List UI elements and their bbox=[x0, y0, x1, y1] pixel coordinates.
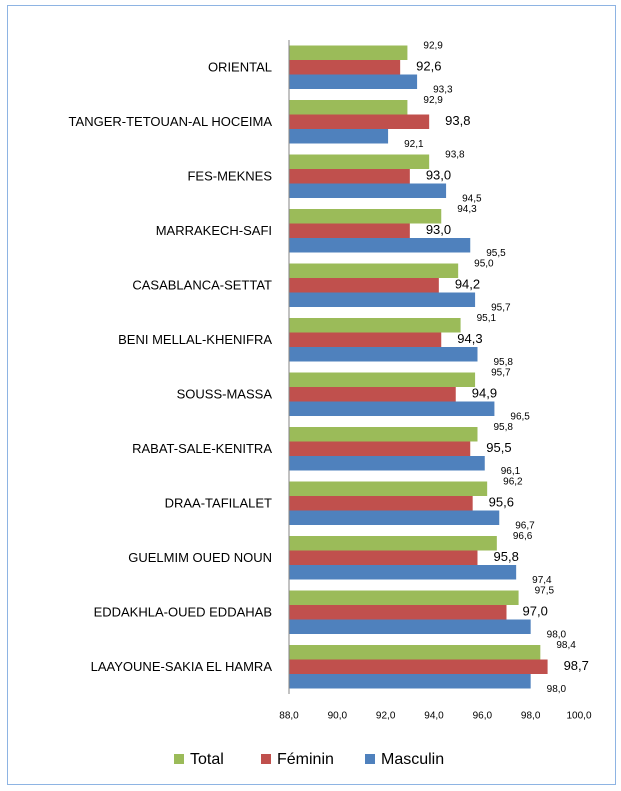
category-label: FES-MEKNES bbox=[187, 169, 272, 184]
data-label: 98,0 bbox=[547, 629, 567, 640]
bar bbox=[289, 565, 517, 580]
bar bbox=[289, 659, 548, 674]
bar bbox=[289, 209, 442, 224]
category-label: RABAT-SALE-KENITRA bbox=[132, 441, 272, 456]
category-label: DRAA-TAFILALET bbox=[165, 496, 272, 511]
data-label: 95,7 bbox=[491, 367, 511, 378]
data-label: 95,7 bbox=[491, 302, 511, 313]
data-label: 93,0 bbox=[426, 168, 451, 183]
category-label: ORIENTAL bbox=[208, 60, 272, 75]
bar bbox=[289, 74, 418, 89]
data-label: 97,5 bbox=[535, 585, 555, 596]
data-label: 96,1 bbox=[501, 466, 521, 477]
data-label: 93,3 bbox=[433, 84, 453, 95]
data-label: 94,5 bbox=[462, 193, 482, 204]
data-label: 94,3 bbox=[457, 331, 482, 346]
legend-swatch bbox=[365, 754, 375, 764]
data-label: 96,7 bbox=[515, 520, 535, 531]
bar bbox=[289, 238, 471, 253]
bar bbox=[289, 590, 519, 605]
bar bbox=[289, 292, 476, 307]
bar bbox=[289, 169, 410, 184]
category-label: EDDAKHLA-OUED EDDAHAB bbox=[94, 605, 272, 620]
bar bbox=[289, 154, 430, 169]
category-label: CASABLANCA-SETTAT bbox=[132, 278, 272, 293]
bar bbox=[289, 401, 495, 416]
data-label: 98,0 bbox=[547, 684, 567, 695]
x-tick-label: 90,0 bbox=[328, 711, 348, 722]
bar bbox=[289, 60, 401, 75]
data-label: 98,7 bbox=[564, 658, 589, 673]
bar bbox=[289, 510, 500, 525]
bar bbox=[289, 100, 408, 115]
data-label: 95,6 bbox=[489, 495, 514, 510]
legend-label: Féminin bbox=[277, 751, 334, 768]
bar bbox=[289, 45, 408, 60]
data-label: 92,9 bbox=[423, 95, 443, 106]
bar bbox=[289, 114, 430, 129]
bar bbox=[289, 129, 389, 144]
bar bbox=[289, 536, 497, 551]
data-label: 95,5 bbox=[486, 248, 506, 259]
legend-label: Masculin bbox=[381, 751, 444, 768]
x-tick-label: 100,0 bbox=[566, 711, 591, 722]
bar bbox=[289, 387, 456, 402]
bar bbox=[289, 332, 442, 347]
data-label: 96,2 bbox=[503, 476, 523, 487]
bar bbox=[289, 481, 488, 496]
category-label: GUELMIM OUED NOUN bbox=[128, 550, 272, 565]
data-label: 92,6 bbox=[416, 59, 441, 74]
bar bbox=[289, 223, 410, 238]
bar bbox=[289, 496, 473, 511]
data-label: 97,0 bbox=[523, 604, 548, 619]
legend-swatch bbox=[174, 754, 184, 764]
data-label: 92,9 bbox=[423, 40, 443, 51]
data-label: 93,8 bbox=[445, 149, 465, 160]
data-label: 95,8 bbox=[494, 357, 514, 368]
bar bbox=[289, 674, 531, 689]
bar bbox=[289, 456, 485, 471]
bar bbox=[289, 318, 461, 333]
x-tick-label: 96,0 bbox=[473, 711, 493, 722]
bar bbox=[289, 645, 541, 660]
data-label: 94,9 bbox=[472, 386, 497, 401]
data-label: 95,1 bbox=[477, 313, 497, 324]
category-label: SOUSS-MASSA bbox=[177, 387, 273, 402]
data-label: 98,4 bbox=[556, 640, 576, 651]
data-label: 95,8 bbox=[494, 549, 519, 564]
data-label: 96,5 bbox=[510, 411, 530, 422]
category-label: MARRAKECH-SAFI bbox=[156, 223, 272, 238]
bar bbox=[289, 263, 459, 278]
category-label: LAAYOUNE-SAKIA EL HAMRA bbox=[91, 659, 273, 674]
data-label: 94,3 bbox=[457, 204, 477, 215]
data-label: 93,8 bbox=[445, 113, 470, 128]
data-label: 95,8 bbox=[494, 422, 514, 433]
x-tick-label: 98,0 bbox=[521, 711, 541, 722]
bar bbox=[289, 441, 471, 456]
x-tick-label: 88,0 bbox=[279, 711, 299, 722]
bar bbox=[289, 372, 476, 387]
legend-swatch bbox=[261, 754, 271, 764]
data-label: 92,1 bbox=[404, 139, 424, 150]
data-label: 93,0 bbox=[426, 222, 451, 237]
bar bbox=[289, 347, 478, 362]
bar bbox=[289, 550, 478, 565]
data-label: 97,4 bbox=[532, 575, 552, 586]
x-tick-label: 94,0 bbox=[424, 711, 444, 722]
bar bbox=[289, 605, 507, 620]
data-label: 95,0 bbox=[474, 258, 494, 269]
legend-label: Total bbox=[190, 751, 224, 768]
bar bbox=[289, 183, 447, 198]
bar bbox=[289, 427, 478, 442]
x-tick-label: 92,0 bbox=[376, 711, 396, 722]
bar bbox=[289, 278, 439, 293]
data-label: 94,2 bbox=[455, 277, 480, 292]
category-label: BENI MELLAL-KHENIFRA bbox=[118, 332, 272, 347]
bar bbox=[289, 619, 531, 634]
data-label: 96,6 bbox=[513, 531, 533, 542]
category-label: TANGER-TETOUAN-AL HOCEIMA bbox=[69, 114, 273, 129]
data-label: 95,5 bbox=[486, 440, 511, 455]
